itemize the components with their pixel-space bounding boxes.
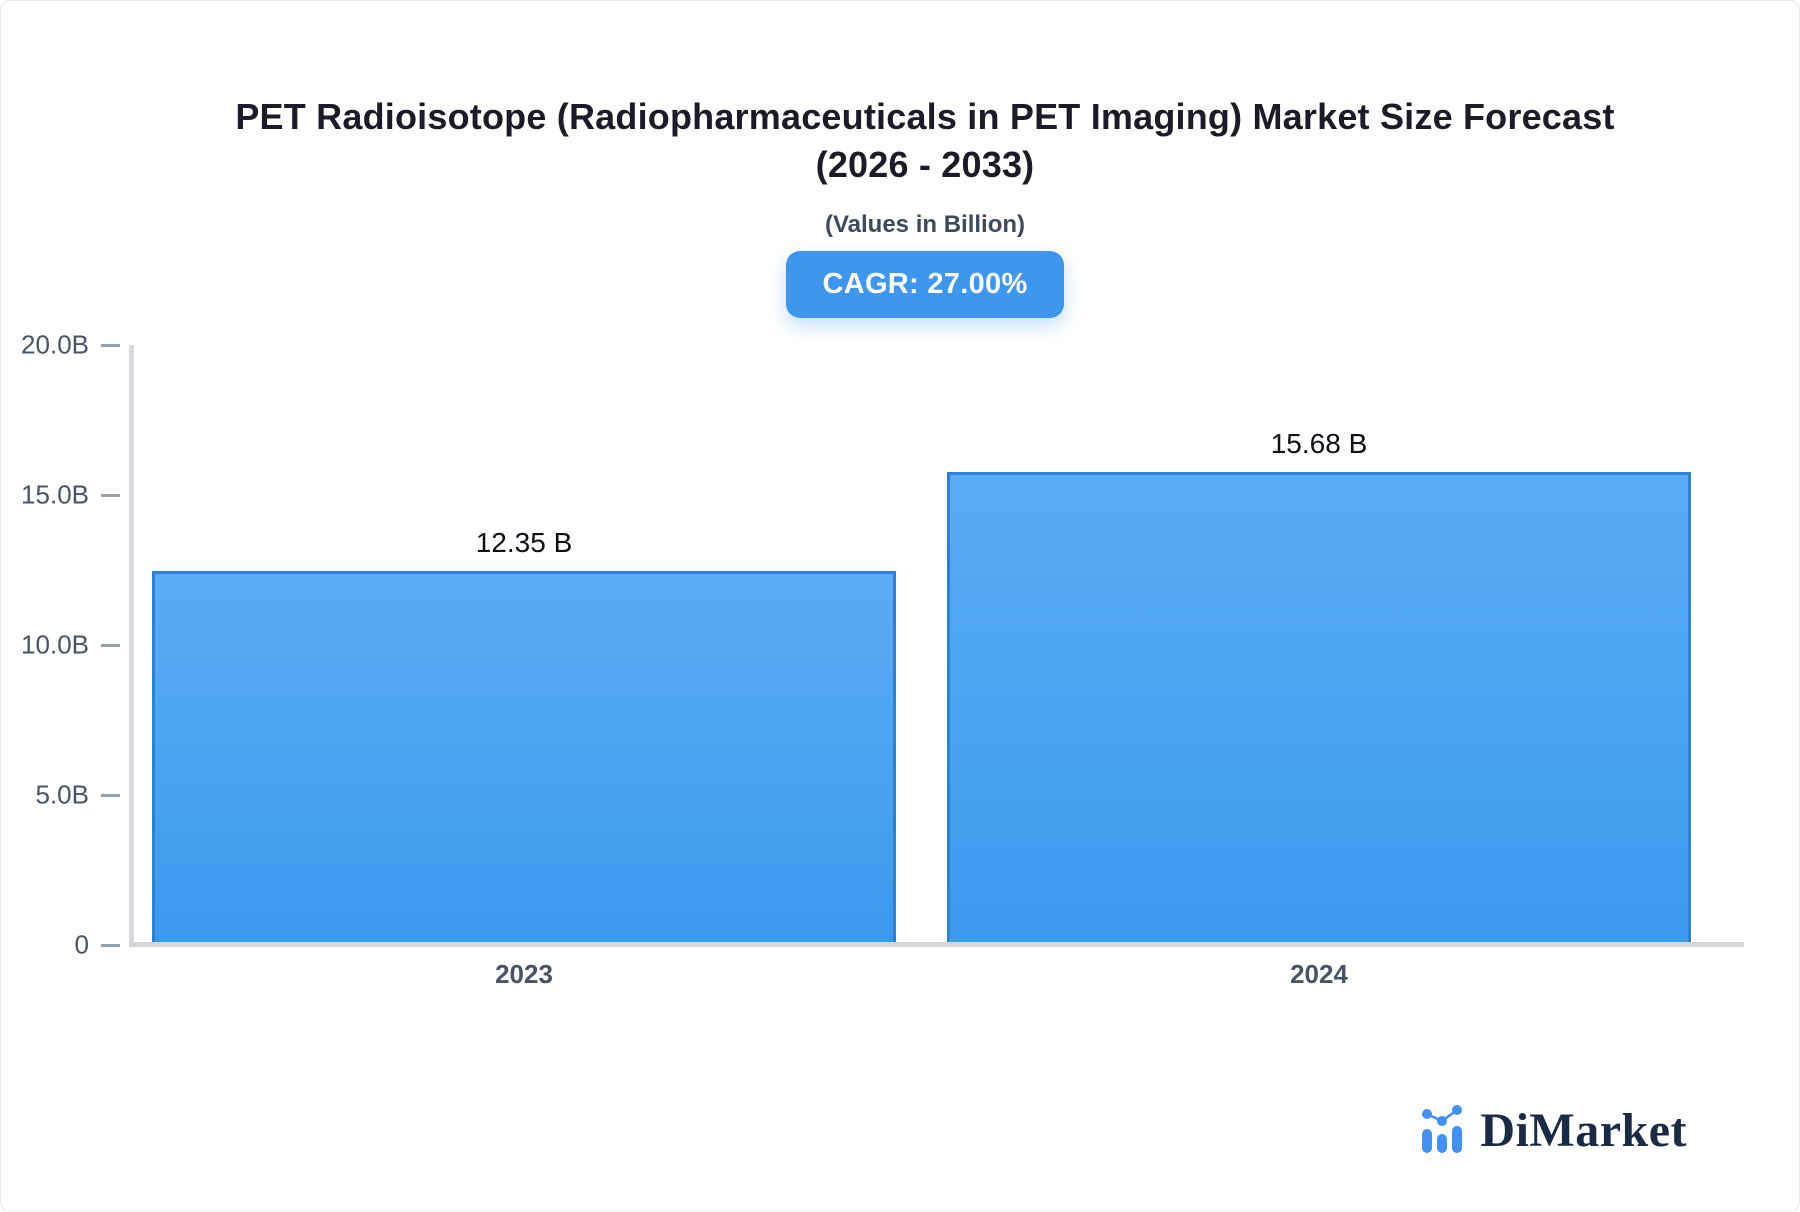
chart-title-line2: (2026 - 2033) bbox=[815, 144, 1035, 185]
chart-title-line1: PET Radioisotope (Radiopharmaceuticals i… bbox=[235, 96, 1615, 137]
bar-2023[interactable] bbox=[152, 571, 896, 942]
bar-chart-with-trend-dots-icon bbox=[1422, 1105, 1463, 1153]
y-tick-mark bbox=[101, 793, 120, 797]
y-tick-label: 15.0B bbox=[21, 479, 89, 510]
x-axis-label: 2024 bbox=[1290, 959, 1348, 989]
y-tick-mark bbox=[101, 643, 120, 647]
bar-2024[interactable] bbox=[947, 472, 1691, 942]
bar-value-label: 15.68 B bbox=[1270, 428, 1368, 459]
y-tick-mark bbox=[101, 493, 120, 497]
chart-subtitle: (Values in Billion) bbox=[824, 211, 1026, 238]
y-tick-label: 10.0B bbox=[21, 629, 89, 660]
y-tick-mark bbox=[101, 343, 120, 347]
x-axis-label: 2023 bbox=[495, 959, 553, 989]
x-axis-baseline bbox=[129, 942, 1744, 947]
y-tick-label: 0 bbox=[74, 929, 89, 960]
y-tick-mark bbox=[101, 943, 120, 947]
dimarket-logo: DiMarket bbox=[1418, 1101, 1687, 1155]
logo-text: DiMarket bbox=[1480, 1104, 1687, 1157]
bar-value-label: 12.35 B bbox=[475, 527, 573, 558]
y-tick-label: 20.0B bbox=[21, 329, 89, 360]
y-axis-line bbox=[129, 345, 134, 947]
chart-header: PET Radioisotope (Radiopharmaceuticals i… bbox=[51, 1, 1799, 318]
y-tick-label: 5.0B bbox=[35, 779, 90, 810]
cagr-badge: CAGR: 27.00% bbox=[786, 251, 1064, 318]
